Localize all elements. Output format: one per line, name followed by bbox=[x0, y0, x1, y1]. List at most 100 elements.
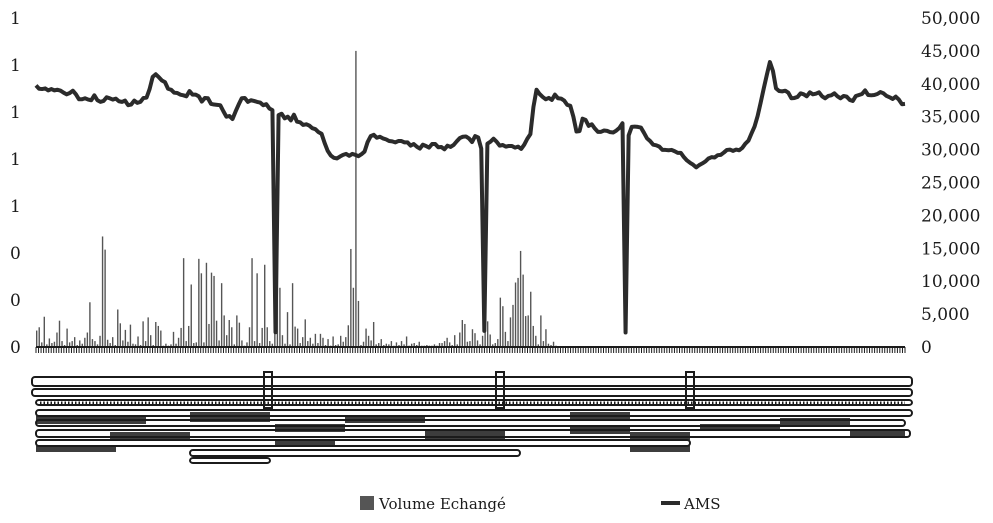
x-label-glyph-block bbox=[275, 440, 335, 446]
right-tick-label: 30,000 bbox=[921, 141, 980, 161]
volume-bar bbox=[236, 315, 238, 347]
volume-bar bbox=[223, 315, 225, 347]
volume-bar bbox=[499, 297, 502, 347]
x-label-glyph-block bbox=[570, 412, 630, 420]
volume-bar bbox=[332, 336, 334, 347]
volume-bar bbox=[61, 341, 63, 347]
x-label-glyph-block bbox=[850, 430, 905, 437]
volume-bar bbox=[208, 323, 210, 347]
right-tick-label: 20,000 bbox=[921, 206, 980, 226]
volume-bar bbox=[547, 343, 550, 347]
volume-bar bbox=[461, 320, 464, 347]
volume-bar bbox=[517, 277, 519, 347]
x-label-glyph-block bbox=[345, 417, 425, 423]
volume-bar bbox=[456, 344, 458, 347]
volume-bar bbox=[226, 335, 228, 347]
volume-bar bbox=[350, 248, 352, 347]
volume-bar bbox=[132, 343, 134, 347]
volume-bar bbox=[101, 236, 104, 347]
volume-bar bbox=[342, 341, 344, 347]
x-label-row bbox=[35, 439, 691, 447]
volume-bar bbox=[193, 343, 195, 347]
volume-bar bbox=[418, 341, 420, 347]
volume-bar bbox=[438, 343, 441, 347]
x-label-glyph-block bbox=[190, 412, 270, 422]
volume-bar bbox=[388, 344, 390, 347]
volume-bar bbox=[390, 341, 393, 347]
volume-bar bbox=[264, 264, 266, 347]
volume-bar bbox=[198, 258, 200, 347]
volume-bar bbox=[537, 344, 540, 347]
volume-bar bbox=[218, 340, 220, 347]
volume-bar bbox=[542, 341, 545, 347]
right-tick-label: 25,000 bbox=[921, 174, 980, 194]
volume-bar bbox=[375, 344, 377, 347]
volume-bar bbox=[479, 344, 481, 347]
volume-bar bbox=[484, 329, 486, 347]
x-label-glyph-block bbox=[36, 416, 146, 424]
volume-bar bbox=[175, 343, 177, 347]
volume-bar bbox=[322, 337, 324, 347]
right-tick-label: 35,000 bbox=[921, 108, 980, 128]
x-label-glyph-block bbox=[630, 432, 690, 440]
volume-bars bbox=[36, 50, 560, 348]
volume-bar bbox=[129, 324, 132, 347]
volume-bar bbox=[535, 335, 537, 347]
x-label-glyph-block bbox=[630, 446, 690, 452]
volume-bar bbox=[279, 287, 281, 347]
left-tick-label: 1 bbox=[10, 150, 21, 170]
volume-bar bbox=[519, 250, 522, 347]
volume-bar bbox=[41, 342, 43, 347]
volume-bar bbox=[365, 328, 367, 347]
volume-bar bbox=[319, 333, 322, 347]
volume-bar bbox=[504, 331, 507, 347]
volume-bar bbox=[81, 343, 83, 347]
volume-bar bbox=[446, 337, 448, 347]
volume-bar bbox=[96, 344, 99, 347]
x-axis bbox=[35, 346, 906, 353]
x-label-row bbox=[35, 399, 913, 406]
volume-bar bbox=[514, 282, 517, 347]
volume-bar bbox=[289, 344, 291, 347]
right-tick-label: 0 bbox=[921, 338, 932, 358]
x-label-glyph-block bbox=[700, 424, 780, 431]
volume-bar bbox=[269, 341, 271, 347]
volume-bar bbox=[271, 343, 274, 347]
volume-bar bbox=[177, 337, 180, 347]
volume-bar bbox=[205, 262, 208, 347]
x-label-glyph-block bbox=[110, 432, 190, 440]
volume-bar bbox=[74, 337, 76, 347]
volume-bar bbox=[248, 327, 251, 347]
volume-bar bbox=[337, 344, 339, 347]
volume-bar bbox=[155, 322, 157, 347]
volume-bar bbox=[84, 337, 86, 347]
volume-bar bbox=[233, 344, 236, 347]
volume-bar bbox=[48, 338, 51, 347]
ams-line bbox=[34, 60, 906, 335]
volume-bar bbox=[124, 329, 127, 347]
volume-bar bbox=[157, 325, 159, 347]
x-label-row bbox=[35, 409, 913, 417]
volume-bar bbox=[524, 316, 527, 347]
volume-bar bbox=[294, 326, 296, 347]
volume-bar bbox=[304, 319, 306, 347]
volume-bar bbox=[448, 342, 451, 347]
volume-bar bbox=[134, 344, 137, 347]
volume-bar bbox=[299, 343, 301, 347]
volume-bar bbox=[405, 336, 408, 347]
volume-bar bbox=[464, 323, 466, 347]
right-tick-label: 45,000 bbox=[921, 42, 980, 62]
volume-bar bbox=[53, 341, 56, 347]
volume-bar bbox=[347, 325, 350, 347]
volume-bar bbox=[266, 327, 268, 347]
volume-bar bbox=[502, 306, 504, 347]
volume-bar bbox=[296, 328, 299, 347]
legend-label-volume: Volume Echangé bbox=[378, 495, 506, 513]
volume-bar bbox=[99, 335, 101, 347]
volume-bar bbox=[512, 304, 514, 347]
volume-bar bbox=[180, 327, 182, 347]
volume-bar bbox=[410, 343, 413, 347]
volume-bar bbox=[494, 343, 496, 347]
volume-bar bbox=[284, 343, 286, 347]
volume-bar bbox=[286, 312, 289, 347]
